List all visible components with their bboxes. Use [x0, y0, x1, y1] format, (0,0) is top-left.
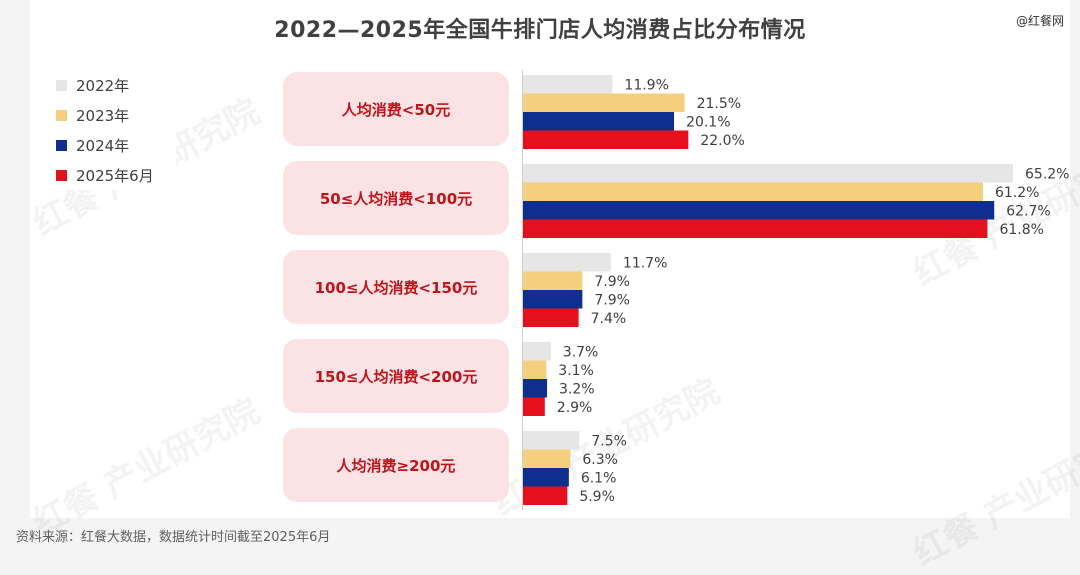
data-label: 22.0% — [700, 133, 744, 149]
bar — [523, 308, 579, 327]
category-box: 人均消费≥200元 — [283, 428, 509, 502]
data-label: 3.2% — [559, 381, 595, 397]
legend: 2022年 2023年 2024年 2025年6月 — [56, 70, 176, 190]
bar — [523, 75, 613, 94]
bar — [523, 93, 685, 112]
bar — [523, 112, 675, 131]
data-label: 65.2% — [1025, 166, 1069, 182]
bar — [523, 164, 1013, 183]
category-box: 150≤人均消费<200元 — [283, 339, 509, 413]
bar — [523, 219, 988, 238]
legend-label: 2024年 — [76, 136, 130, 155]
bar — [523, 342, 551, 361]
bar — [523, 182, 983, 201]
bar — [523, 253, 611, 272]
bar — [523, 397, 545, 416]
data-label: 62.7% — [1006, 203, 1050, 219]
data-label: 6.1% — [581, 470, 617, 486]
legend-label: 2022年 — [76, 76, 130, 95]
legend-swatch — [56, 109, 67, 121]
bar — [523, 271, 583, 290]
legend-item: 2023年 — [56, 100, 176, 130]
data-label: 21.5% — [697, 96, 741, 112]
category-box: 100≤人均消费<150元 — [283, 250, 509, 324]
legend-swatch — [56, 169, 67, 181]
data-label: 20.1% — [686, 114, 730, 130]
category-label: 100≤人均消费<150元 — [314, 278, 478, 297]
bar — [523, 449, 571, 468]
category-label: 人均消费≥200元 — [336, 456, 456, 475]
data-label: 11.9% — [624, 77, 668, 93]
category-box: 50≤人均消费<100元 — [283, 161, 509, 235]
data-label: 5.9% — [579, 489, 615, 505]
y-axis-line — [522, 70, 523, 510]
data-label: 7.9% — [594, 292, 630, 308]
bar — [523, 201, 995, 220]
bar — [523, 468, 569, 487]
category-label: 150≤人均消费<200元 — [314, 367, 478, 386]
bar — [523, 360, 547, 379]
legend-label: 2025年6月 — [76, 166, 154, 185]
data-label: 2.9% — [557, 400, 593, 416]
bar — [523, 379, 548, 398]
data-label: 3.1% — [558, 363, 594, 379]
bar — [523, 290, 583, 309]
data-label: 6.3% — [582, 452, 618, 468]
data-label: 11.7% — [623, 255, 667, 271]
chart-title: 2022—2025年全国牛排门店人均消费占比分布情况 — [274, 18, 806, 43]
bar-chart: 11.9% 21.5% 20.1% 22.0% 65.2% 61.2% 62.7% 61.8%… — [523, 75, 1069, 505]
brand-logo: @红餐网 — [1015, 14, 1064, 28]
data-label: 61.2% — [995, 185, 1039, 201]
bar — [523, 431, 580, 450]
bar — [523, 130, 689, 149]
legend-label: 2023年 — [76, 106, 130, 125]
data-label: 7.4% — [591, 311, 627, 327]
data-label: 7.9% — [594, 274, 630, 290]
legend-swatch — [56, 79, 67, 91]
bar — [523, 486, 568, 505]
data-label: 7.5% — [591, 433, 627, 449]
category-label: 人均消费<50元 — [341, 100, 451, 119]
legend-item: 2022年 — [56, 70, 176, 100]
category-box: 人均消费<50元 — [283, 72, 509, 146]
source-note: 资料来源：红餐大数据，数据统计时间截至2025年6月 — [16, 530, 331, 545]
legend-item: 2025年6月 — [56, 160, 176, 190]
legend-item: 2024年 — [56, 130, 176, 160]
data-label: 61.8% — [999, 222, 1043, 238]
legend-swatch — [56, 139, 67, 151]
data-label: 3.7% — [563, 344, 599, 360]
category-label: 50≤人均消费<100元 — [319, 189, 473, 208]
